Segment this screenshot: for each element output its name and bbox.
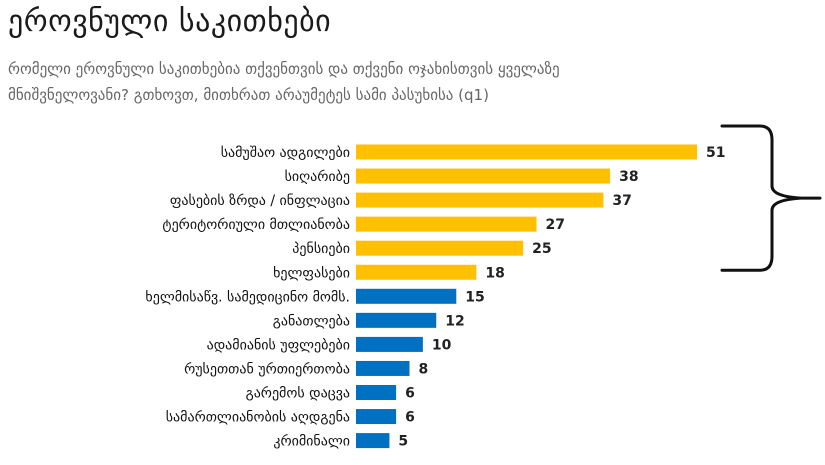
bracket [720, 124, 802, 272]
category-label: სამუშაო ადგილები [221, 145, 350, 161]
data-label: 27 [546, 217, 565, 233]
bar [356, 216, 537, 232]
category-label: ადამიანის უფლებები [207, 337, 350, 353]
data-label: 12 [445, 313, 464, 329]
data-label: 15 [465, 289, 484, 305]
bar [356, 192, 604, 208]
category-label: ტერიტორიული მთლიანობა [162, 216, 350, 233]
data-label: 38 [619, 169, 638, 185]
bar [356, 385, 397, 400]
data-label: 5 [398, 434, 408, 450]
bar [356, 360, 410, 376]
category-label: სამართლიანობის აღდგენა [166, 409, 350, 426]
data-label: 25 [532, 241, 551, 257]
bar [356, 409, 397, 425]
bar [356, 168, 611, 184]
category-label: რუსეთთან ურთიერთობა [184, 360, 350, 377]
category-label: განათლება [273, 313, 350, 329]
data-label: 6 [405, 386, 415, 402]
data-label: 18 [485, 265, 504, 281]
category-label: ხელმისაწვ. სამედიცინო მომს. [145, 289, 350, 305]
bar [356, 433, 390, 449]
data-label: 6 [405, 410, 415, 426]
bar [356, 240, 524, 256]
category-label: კრიმინალი [273, 433, 350, 450]
bar [356, 336, 423, 352]
data-label: 37 [612, 193, 631, 209]
data-label: 8 [418, 361, 428, 377]
bar [356, 264, 477, 280]
bar [356, 144, 697, 160]
category-label: პენსიები [292, 241, 350, 257]
chart-question: რომელი ეროვნული საკითხებია თქვენთვის და … [8, 60, 560, 104]
data-label: 10 [432, 337, 452, 353]
category-label: ხელფასები [273, 265, 350, 281]
category-label: ფასების ზრდა / ინფლაცია [170, 192, 350, 209]
category-label: სიღარიბე [285, 168, 350, 185]
data-label: 51 [706, 145, 725, 161]
category-label: გარემოს დაცვა [246, 385, 350, 402]
page-title: ეროვნული საკითხები [8, 4, 332, 39]
bar [356, 312, 437, 328]
bar [356, 288, 457, 304]
